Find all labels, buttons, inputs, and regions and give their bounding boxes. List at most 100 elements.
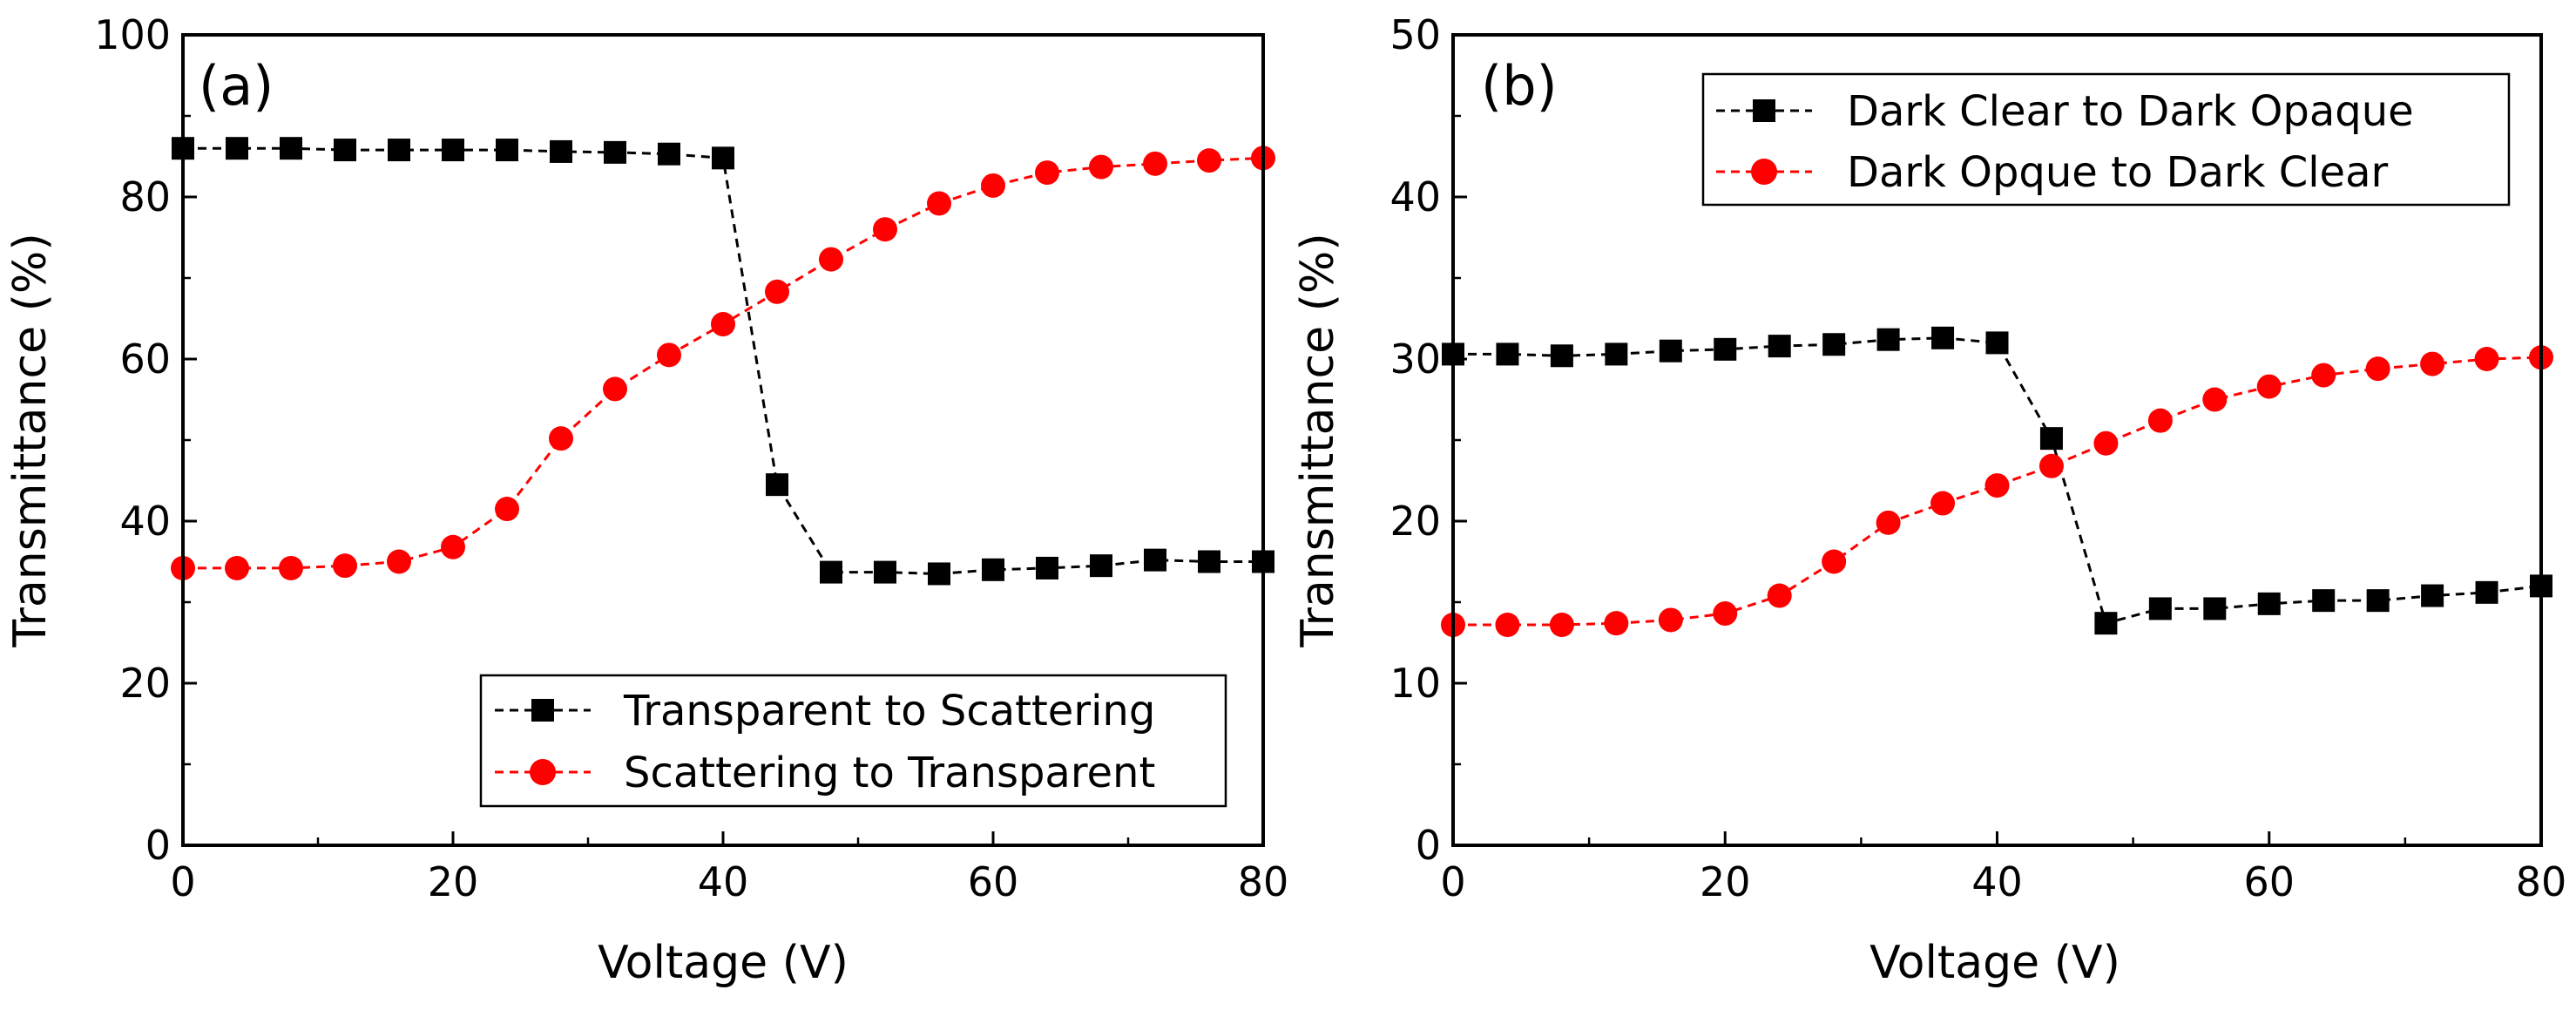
point-b-1-8 [1876, 510, 1901, 535]
point-a-1-3 [333, 553, 357, 579]
point-a-0-11 [766, 473, 788, 497]
y-tick-label-b-2: 20 [1389, 498, 1441, 545]
y-tick-label-b-3: 30 [1389, 336, 1441, 383]
point-a-1-19 [1197, 148, 1221, 173]
point-a-0-7 [550, 139, 572, 163]
point-b-1-10 [1984, 473, 2010, 498]
point-a-0-8 [604, 140, 626, 164]
y-tick-label-b-4: 40 [1389, 173, 1441, 220]
series-line-b-0 [1453, 336, 2542, 626]
point-a-1-1 [225, 555, 249, 580]
point-a-1-12 [819, 247, 843, 272]
y-tick-label-a-3: 60 [119, 336, 171, 383]
point-b-0-10 [1985, 331, 2009, 355]
point-b-0-9 [1931, 326, 1955, 349]
point-a-0-10 [712, 146, 734, 170]
point-b-0-5 [1714, 337, 1737, 361]
point-a-0-12 [820, 560, 842, 584]
point-b-1-17 [2365, 356, 2390, 382]
point-a-0-18 [1144, 548, 1166, 572]
panel-label-a: (a) [199, 54, 274, 118]
point-b-0-13 [2148, 597, 2172, 620]
y-tick-label-b-1: 10 [1389, 660, 1441, 707]
point-b-0-15 [2257, 592, 2281, 615]
point-a-0-1 [226, 137, 248, 160]
legend-b: Dark Clear to Dark Opaque Dark Opque to … [1701, 72, 2511, 207]
series-line-b-1 [1453, 356, 2542, 627]
y-tick-label-b-5: 50 [1389, 11, 1441, 58]
point-b-1-6 [1767, 583, 1792, 608]
point-b-0-7 [1822, 333, 1846, 356]
series-layer-b [1441, 326, 2553, 638]
point-b-1-19 [2474, 347, 2499, 371]
y-tick-label-a-1: 20 [119, 660, 171, 707]
panel-a: 0 20 40 60 80 0 20 40 60 80 100 (a) Voltage (V) Tr… [4, 11, 1288, 989]
legend-marker-b-0 [1753, 99, 1775, 122]
point-a-1-2 [279, 555, 303, 580]
y-tick-label-a-5: 100 [94, 11, 171, 58]
point-b-0-17 [2366, 589, 2390, 613]
point-a-0-4 [388, 139, 410, 162]
legend-box-a [479, 674, 1227, 808]
point-b-0-14 [2203, 597, 2227, 620]
point-a-1-10 [711, 312, 735, 337]
point-b-1-2 [1549, 613, 1574, 638]
point-b-1-1 [1495, 613, 1520, 638]
point-b-1-13 [2147, 408, 2173, 433]
point-a-0-19 [1198, 550, 1220, 573]
x-axis-label-a: Voltage (V) [598, 937, 849, 989]
point-a-1-9 [657, 342, 681, 368]
point-b-0-4 [1659, 339, 1682, 363]
point-a-1-5 [441, 534, 465, 559]
legend-label-a-1: Scattering to Transparent [624, 749, 1155, 797]
point-b-0-12 [2094, 612, 2118, 635]
point-a-0-6 [496, 139, 518, 162]
point-a-0-14 [928, 562, 950, 586]
point-a-1-7 [549, 426, 573, 451]
y-tick-label-a-0: 0 [145, 822, 171, 869]
legend-marker-a-0 [531, 699, 554, 722]
point-a-0-16 [1036, 556, 1058, 580]
x-tick-label-b-1: 20 [1700, 858, 1751, 905]
x-tick-label-a-3: 60 [968, 858, 1019, 905]
point-a-0-17 [1090, 554, 1112, 578]
y-axis-label-a: Transmittance (%) [4, 233, 57, 647]
point-a-0-15 [982, 558, 1004, 581]
point-b-1-7 [1822, 549, 1847, 574]
point-b-1-4 [1658, 607, 1683, 633]
x-tick-label-b-0: 0 [1440, 858, 1465, 905]
point-b-1-5 [1713, 601, 1738, 627]
point-a-1-6 [495, 497, 519, 522]
y-tick-label-a-4: 80 [119, 173, 171, 220]
series-layer-a [171, 137, 1275, 586]
point-b-1-9 [1930, 491, 1956, 516]
point-b-1-3 [1604, 611, 1629, 636]
point-a-1-8 [603, 376, 627, 402]
panel-b: 0 20 40 60 80 0 10 20 30 40 50 (b) Voltage (V) Tra… [1292, 11, 2566, 989]
point-b-0-11 [2039, 427, 2063, 451]
point-b-1-14 [2202, 387, 2228, 412]
series-line-a-1 [183, 156, 1264, 570]
legend-label-b-0: Dark Clear to Dark Opaque [1847, 87, 2414, 136]
point-b-0-18 [2421, 584, 2444, 607]
y-tick-label-b-0: 0 [1416, 822, 1441, 869]
point-b-1-12 [2093, 430, 2119, 456]
legend-a: Transparent to Scattering Scattering to … [479, 674, 1227, 808]
legend-box-b [1701, 72, 2511, 207]
x-tick-label-a-0: 0 [170, 858, 195, 905]
x-tick-label-b-4: 80 [2516, 858, 2567, 905]
y-tick-label-a-2: 40 [119, 498, 171, 545]
point-b-0-16 [2312, 589, 2336, 613]
x-tick-label-a-2: 40 [698, 858, 749, 905]
point-b-0-1 [1496, 342, 1519, 366]
legend-label-b-1: Dark Opque to Dark Clear [1847, 148, 2389, 197]
legend-label-a-0: Transparent to Scattering [623, 687, 1155, 735]
y-axis-label-b: Transmittance (%) [1292, 233, 1344, 647]
legend-marker-a-1 [530, 759, 556, 785]
ticks-b: 0 20 40 60 80 0 10 20 30 40 50 [1389, 11, 2566, 905]
point-a-1-4 [387, 549, 411, 574]
point-a-1-13 [873, 217, 897, 242]
point-a-1-11 [765, 279, 789, 304]
point-a-1-16 [1035, 160, 1059, 186]
